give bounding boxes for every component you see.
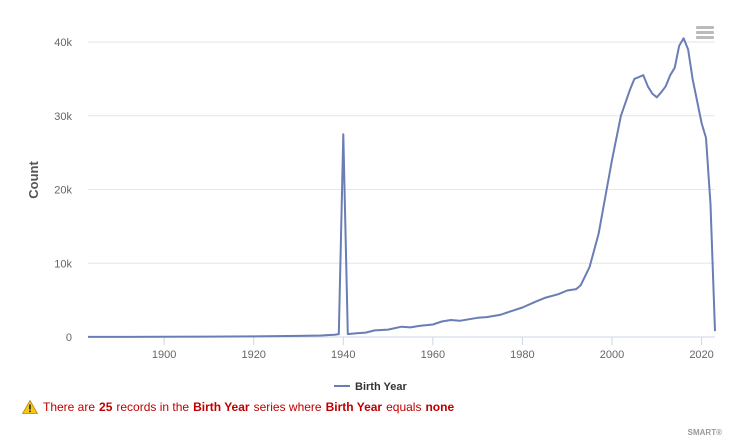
y-axis-title: Count xyxy=(26,161,41,199)
x-tick-label: 2020 xyxy=(689,349,713,361)
warning-icon xyxy=(22,400,38,414)
warning-text-2: records in the xyxy=(116,400,190,414)
x-tick-label: 1900 xyxy=(152,349,176,361)
x-tick-label: 1960 xyxy=(421,349,445,361)
warning-text-1: There are xyxy=(43,400,96,414)
hamburger-menu-icon[interactable] xyxy=(694,24,716,42)
series-line-birth-year[interactable] xyxy=(88,37,716,338)
y-tick-label: 20k xyxy=(54,185,72,197)
warning-series: Birth Year xyxy=(193,400,250,414)
warning-message: There are 25 records in the Birth Year s… xyxy=(22,400,458,414)
y-tick-label: 30k xyxy=(54,111,72,123)
warning-field: Birth Year xyxy=(325,400,383,414)
warning-text-4: equals xyxy=(386,400,422,414)
y-tick-label: 10k xyxy=(54,258,72,270)
credits[interactable]: SMART® xyxy=(687,428,722,437)
warning-text-3: series where xyxy=(253,400,322,414)
warning-count: 25 xyxy=(99,400,113,414)
x-tick-label: 2000 xyxy=(600,349,624,361)
legend-item-birth-year[interactable]: Birth Year xyxy=(334,381,407,393)
y-axis-ticks: 0 10k 20k 30k 40k xyxy=(54,37,72,344)
x-tick-label: 1920 xyxy=(241,349,265,361)
grid-lines xyxy=(88,41,715,264)
y-tick-label: 0 xyxy=(66,332,72,344)
legend-label: Birth Year xyxy=(355,381,407,393)
x-tick-label: 1940 xyxy=(331,349,355,361)
warning-value: none xyxy=(425,400,455,414)
x-tick-label: 1980 xyxy=(510,349,534,361)
x-axis-ticks: 1900 1920 1940 1960 1980 2000 2020 xyxy=(152,337,714,361)
y-tick-label: 40k xyxy=(54,37,72,49)
